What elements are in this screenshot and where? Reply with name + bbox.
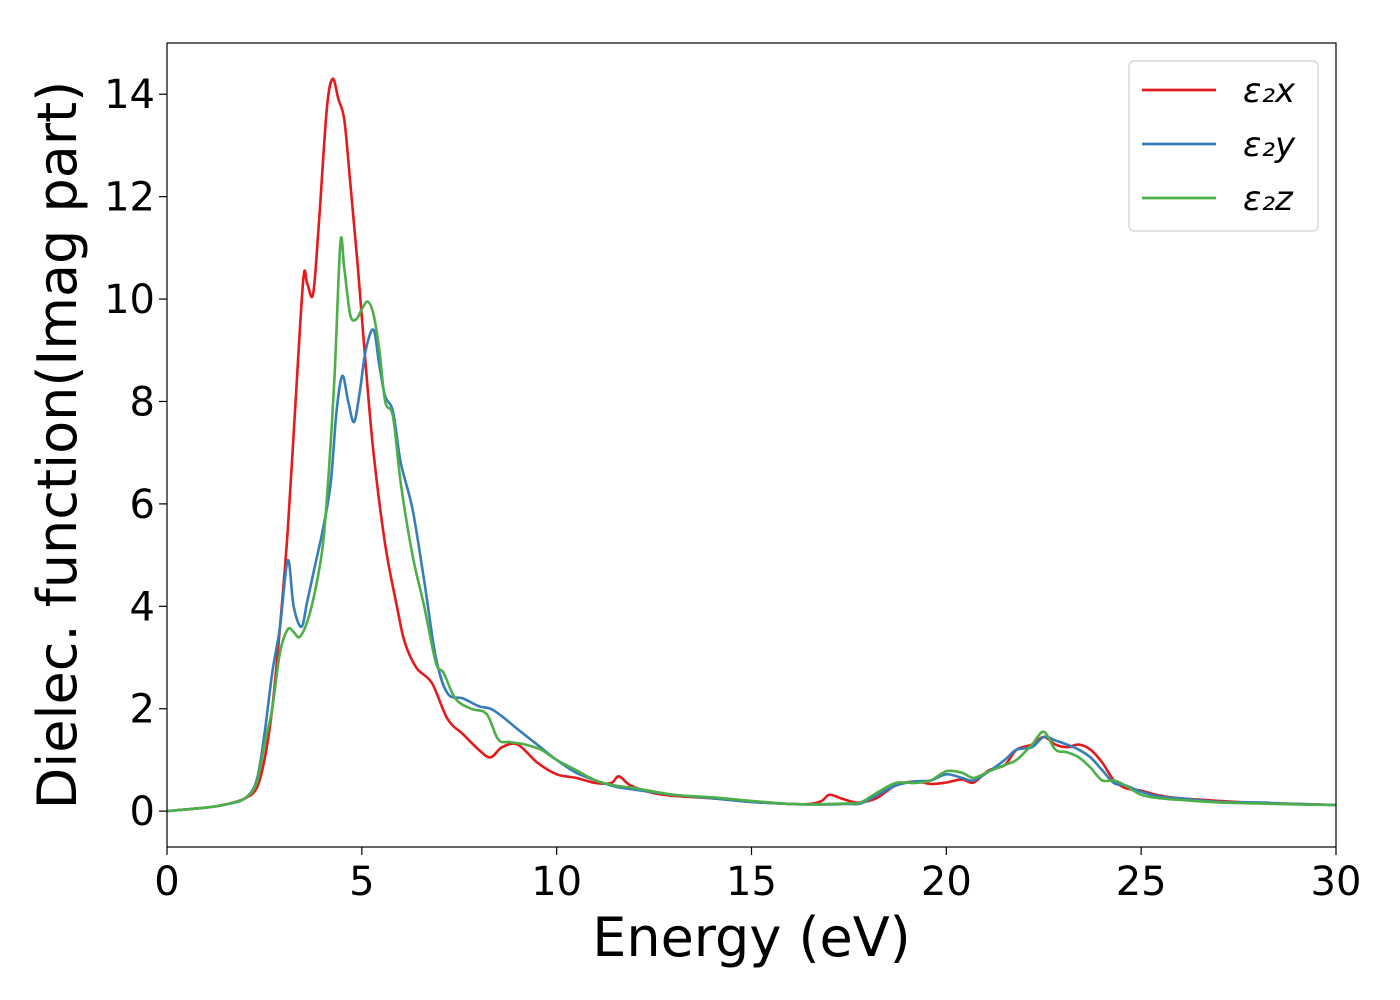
y-axis-label: Dielec. function(Imag part) — [26, 81, 89, 810]
y-tick-label: 6 — [130, 482, 155, 528]
y-tick-label: 4 — [130, 584, 155, 630]
y-tick-label: 14 — [104, 72, 155, 118]
legend-label-1: ε₂x — [1243, 71, 1296, 111]
x-tick-label: 30 — [1311, 859, 1362, 905]
legend-label-3: ε₂z — [1243, 179, 1294, 219]
y-tick-label: 0 — [130, 789, 155, 835]
y-tick-label: 2 — [130, 687, 155, 733]
legend-label-2: ε₂y — [1243, 125, 1296, 165]
x-tick-label: 20 — [921, 859, 972, 905]
x-tick-label: 10 — [531, 859, 582, 905]
x-axis: 0 5 10 15 20 25 30 — [154, 847, 1361, 905]
x-axis-label: Energy (eV) — [592, 906, 911, 969]
x-tick-label: 0 — [154, 859, 179, 905]
series-line-3 — [166, 236, 1337, 813]
x-tick-label: 5 — [349, 859, 374, 905]
legend: ε₂x ε₂y ε₂z — [1128, 60, 1319, 232]
legend-box — [1128, 60, 1319, 232]
series-layer — [166, 77, 1337, 813]
y-axis: 0 2 4 6 8 10 12 14 — [104, 72, 167, 835]
x-tick-label: 15 — [726, 859, 777, 905]
series-line-2 — [166, 328, 1337, 813]
y-tick-label: 10 — [104, 277, 155, 323]
y-tick-label: 12 — [104, 175, 155, 221]
y-tick-label: 8 — [130, 379, 155, 425]
x-tick-label: 25 — [1116, 859, 1167, 905]
